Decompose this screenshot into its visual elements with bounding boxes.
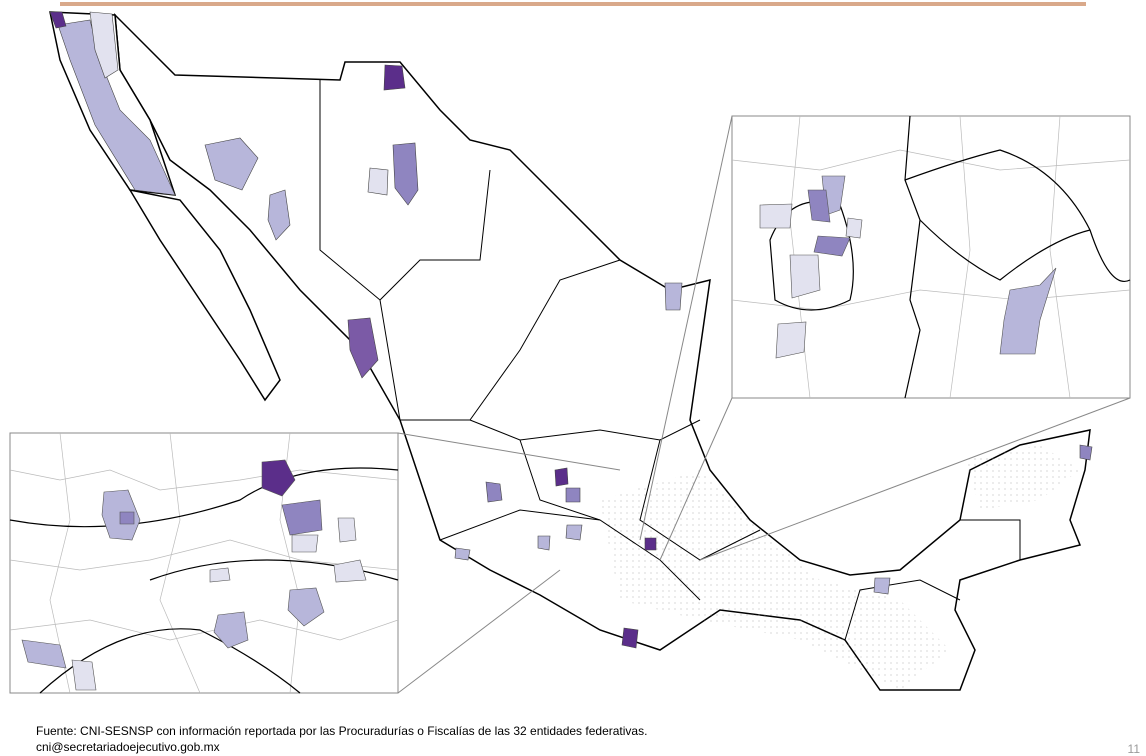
dense-municipalities [965, 445, 1080, 510]
page-number: 11 [1127, 742, 1140, 756]
footer-source: Fuente: CNI-SESNSP con información repor… [36, 724, 648, 738]
header-bar [60, 2, 1086, 6]
baja-south [128, 188, 281, 402]
highlighted-municipalities [49, 11, 1093, 649]
inset-left [9, 432, 399, 694]
connector-lines [397, 115, 1131, 694]
inset-right [731, 115, 1131, 399]
footer-email: cni@secretariadoejecutivo.gob.mx [36, 740, 220, 754]
country-outline [114, 13, 1091, 691]
dense-municipalities [600, 470, 950, 690]
state-borders [319, 80, 1021, 641]
